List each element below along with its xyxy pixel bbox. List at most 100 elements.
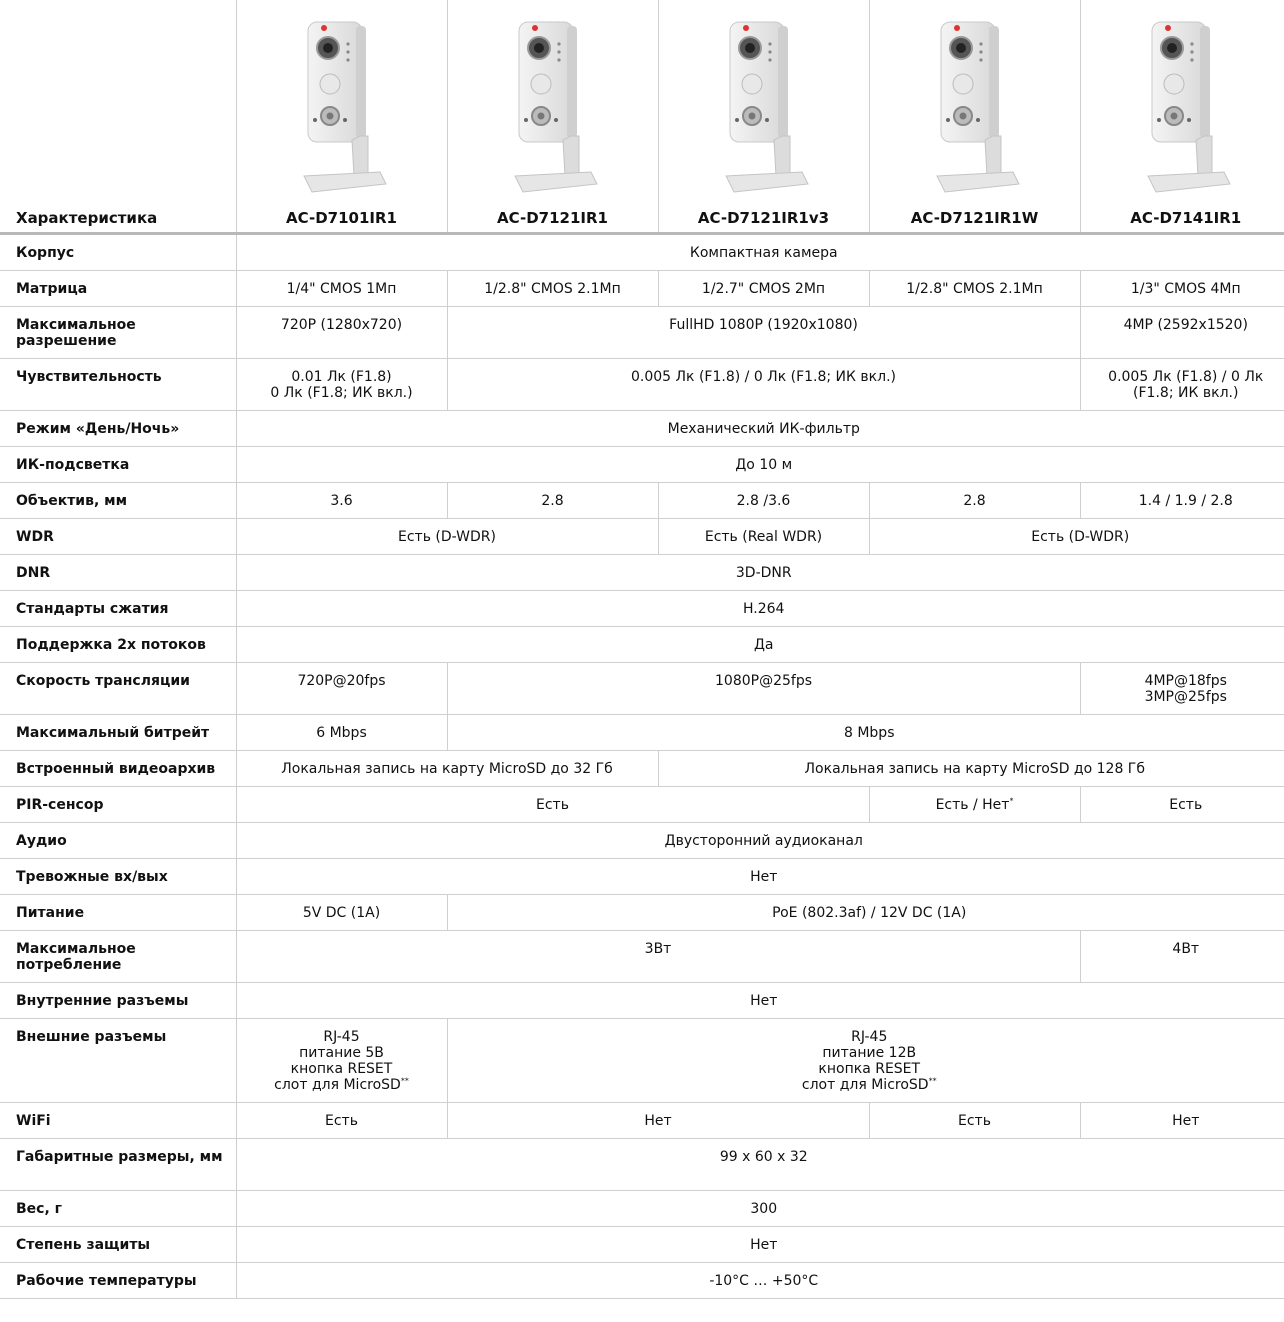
spec-cell: Есть — [1080, 786, 1284, 823]
spec-cell: 3Вт — [236, 930, 1081, 983]
cell-value: 3Вт — [644, 941, 672, 957]
spec-cell: 300 — [236, 1190, 1284, 1227]
cell-value: 1/3" CMOS 4Мп — [1130, 281, 1241, 297]
cell-value: Есть (D-WDR) — [398, 529, 496, 545]
cell-value: Есть (D-WDR) — [1031, 529, 1130, 545]
row-label: PIR-сенсор — [0, 786, 237, 823]
spec-cell: До 10 м — [236, 446, 1284, 483]
cell-value: Есть — [536, 797, 569, 813]
table-row: Матрица 1/4" CMOS 1Мп 1/2.8" CMOS 2.1Мп 1/2… — [0, 270, 1284, 307]
table-row: Максимальное разрешение 720P (1280x720) Fu… — [0, 306, 1284, 359]
cell-value: 720P (1280x720) — [280, 317, 403, 333]
camera-image — [237, 0, 447, 196]
cell-value: 3.6 — [330, 493, 353, 509]
spec-cell: Двусторонний аудиоканал — [236, 822, 1284, 859]
table-row: Максимальный битрейт 6 Mbps 8 Mbps — [0, 714, 1284, 751]
spec-cell: 1/2.8" CMOS 2.1Мп — [869, 270, 1081, 307]
footnote-mark: ** — [400, 1076, 409, 1086]
spec-cell: 8 Mbps — [447, 714, 1284, 751]
row-label: Внешние разъемы — [0, 1018, 237, 1103]
cell-value: Локальная запись на карту MicroSD до 32 … — [281, 761, 613, 777]
model-name: AC-D7101IR1 — [286, 209, 397, 227]
cell-value: 1.4 / 1.9 / 2.8 — [1138, 493, 1233, 509]
spec-cell: 0.005 Лк (F1.8) / 0 Лк (F1.8; ИК вкл.) — [447, 358, 1081, 411]
spec-cell: 1.4 / 1.9 / 2.8 — [1080, 482, 1284, 519]
table-row: WiFi Есть Нет Есть Нет — [0, 1102, 1284, 1139]
spec-cell: 1080P@25fps — [447, 662, 1081, 715]
spec-cell: Есть (D-WDR) — [236, 518, 659, 555]
row-label: WDR — [0, 518, 237, 555]
table-row: WDR Есть (D-WDR) Есть (Real WDR) Есть (D-WD… — [0, 518, 1284, 555]
model-column-header: AC-D7121IR1 — [447, 0, 659, 235]
row-label: Встроенный видеоархив — [0, 750, 237, 787]
spec-cell: 0.01 Лк (F1.8) 0 Лк (F1.8; ИК вкл.) — [236, 358, 448, 411]
model-column-header: AC-D7121IR1W — [869, 0, 1081, 235]
spec-cell: 6 Mbps — [236, 714, 448, 751]
spec-cell: Нет — [236, 982, 1284, 1019]
spec-cell: 0.005 Лк (F1.8) / 0 Лк (F1.8; ИК вкл.) — [1080, 358, 1284, 411]
cell-value: Нет — [750, 1237, 778, 1253]
cell-value: Нет — [750, 869, 778, 885]
model-column-header: AC-D7121IR1v3 — [658, 0, 870, 235]
cell-value: 1/2.8" CMOS 2.1Мп — [484, 281, 621, 297]
cell-value: PoE (802.3af) / 12V DC (1A) — [772, 905, 967, 921]
spec-cell: 3.6 — [236, 482, 448, 519]
row-label: ИК-подсветка — [0, 446, 237, 483]
cell-value: До 10 м — [735, 457, 793, 473]
cell-value: 5V DC (1A) — [302, 905, 381, 921]
table-row: Габаритные размеры, мм 99 x 60 x 32 — [0, 1138, 1284, 1191]
table-row: Корпус Компактная камера — [0, 233, 1284, 271]
camera-icon — [935, 21, 1020, 193]
cell-value: 4Вт — [1172, 941, 1200, 957]
spec-cell: 3D-DNR — [236, 554, 1284, 591]
spec-cell: Нет — [447, 1102, 870, 1139]
camera-image — [448, 0, 658, 196]
model-column-header: AC-D7101IR1 — [236, 0, 448, 235]
spec-cell: Нет — [236, 858, 1284, 895]
spec-cell: 2.8 — [447, 482, 659, 519]
model-name: AC-D7121IR1W — [910, 209, 1039, 227]
camera-image — [1081, 0, 1284, 196]
row-label: Тревожные вх/вых — [0, 858, 237, 895]
cell-value: 1/2.7" CMOS 2Мп — [701, 281, 826, 297]
spec-cell: -10°C … +50°C — [236, 1262, 1284, 1299]
row-label: Габаритные размеры, мм — [0, 1138, 237, 1191]
cell-value: 1/4" CMOS 1Мп — [286, 281, 397, 297]
cell-value: 3D-DNR — [735, 565, 792, 581]
model-name: AC-D7121IR1v3 — [697, 209, 830, 227]
spec-cell: Локальная запись на карту MicroSD до 32 … — [236, 750, 659, 787]
model-column-header: AC-D7141IR1 — [1080, 0, 1284, 235]
table-row: Питание 5V DC (1A) PoE (802.3af) / 12V DC … — [0, 894, 1284, 931]
table-row: Аудио Двусторонний аудиоканал — [0, 822, 1284, 859]
cell-value: Локальная запись на карту MicroSD до 128… — [804, 761, 1145, 777]
spec-cell: H.264 — [236, 590, 1284, 627]
table-row: DNR 3D-DNR — [0, 554, 1284, 591]
spec-cell: RJ-45 питание 5В кнопка RESET слот для M… — [236, 1018, 448, 1103]
cell-value: -10°C … +50°C — [709, 1273, 819, 1289]
camera-image — [659, 0, 869, 196]
camera-icon — [724, 21, 809, 193]
table-row: Степень защиты Нет — [0, 1226, 1284, 1263]
spec-cell: Есть (D-WDR) — [869, 518, 1284, 555]
spec-cell: Есть — [869, 1102, 1081, 1139]
cell-value: 4MP@18fps 3MP@25fps — [1144, 673, 1227, 705]
table-row: Вес, г 300 — [0, 1190, 1284, 1227]
header-row: Характеристика AC-D7101IR1 AC-D7121IR1 A… — [0, 0, 1284, 235]
spec-cell: Механический ИК-фильтр — [236, 410, 1284, 447]
spec-cell: RJ-45 питание 12В кнопка RESET слот для … — [447, 1018, 1284, 1103]
cell-value: 0.005 Лк (F1.8) / 0 Лк (F1.8; ИК вкл.) — [631, 369, 896, 385]
row-label: Максимальное потребление — [0, 930, 237, 983]
spec-cell: 1/2.8" CMOS 2.1Мп — [447, 270, 659, 307]
table-row: Чувствительность 0.01 Лк (F1.8) 0 Лк (F1.… — [0, 358, 1284, 411]
table-row: Внутренние разъемы Нет — [0, 982, 1284, 1019]
table-row: Поддержка 2х потоков Да — [0, 626, 1284, 663]
spec-cell: Есть — [236, 786, 870, 823]
camera-icon — [513, 21, 598, 193]
row-label: Питание — [0, 894, 237, 931]
row-label: Степень защиты — [0, 1226, 237, 1263]
cell-value: Двусторонний аудиоканал — [664, 833, 863, 849]
cell-value: 8 Mbps — [843, 725, 895, 741]
spec-cell: Локальная запись на карту MicroSD до 128… — [658, 750, 1284, 787]
spec-cell: Да — [236, 626, 1284, 663]
